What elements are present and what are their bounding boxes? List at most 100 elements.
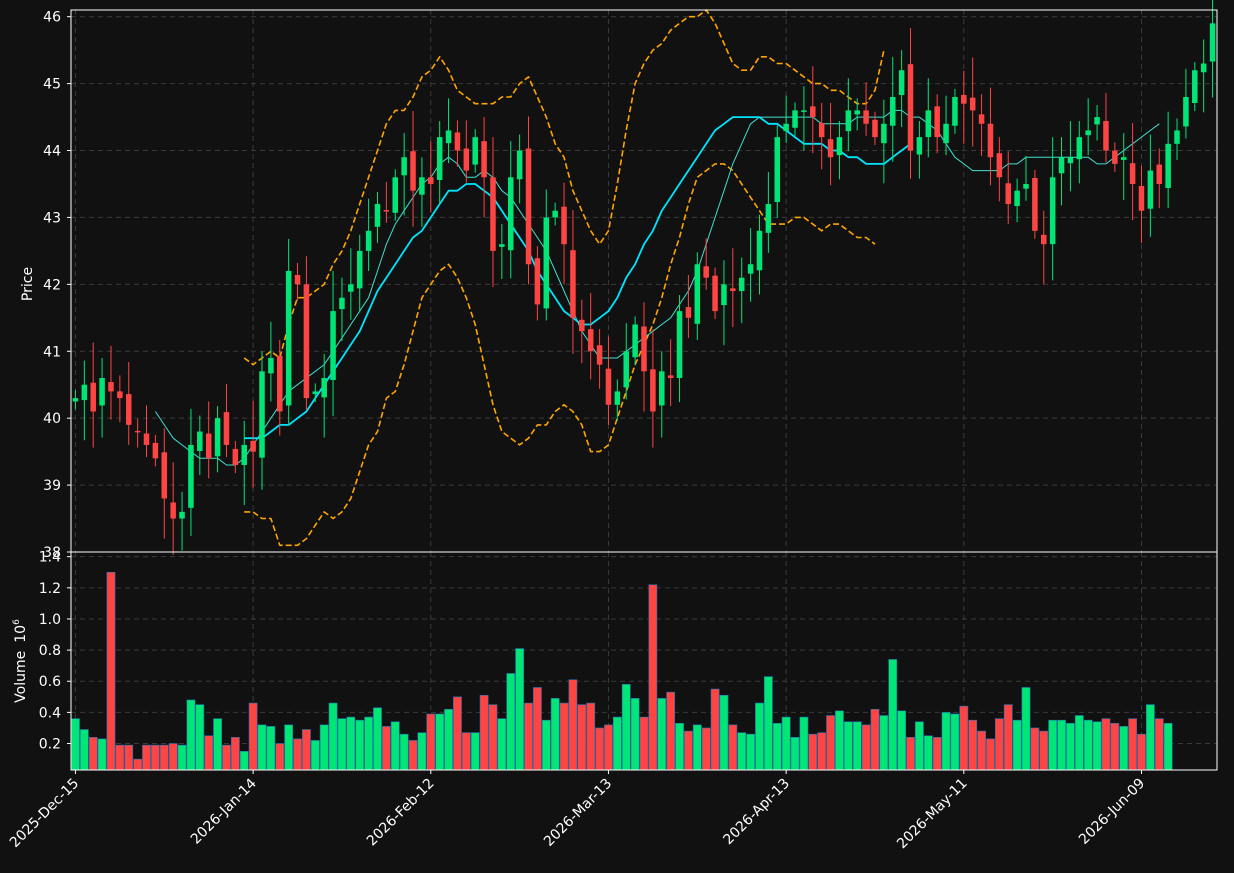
candle-body: [889, 96, 896, 126]
candle-body: [783, 123, 789, 132]
candle-body: [943, 123, 949, 144]
candle-body: [730, 288, 736, 292]
candle-body: [1014, 190, 1020, 207]
volume-bar: [604, 724, 613, 771]
candle-body: [1183, 96, 1189, 127]
volume-bars: [71, 571, 1173, 771]
candle-body: [925, 110, 932, 138]
ma-slow-line: [244, 116, 912, 440]
volume-bar: [1012, 719, 1022, 771]
volume-bar: [417, 732, 427, 771]
volume-bar: [1119, 726, 1129, 771]
candle-body: [543, 217, 550, 309]
bollinger-upper-band: [243, 9, 885, 366]
candle-body: [694, 264, 701, 324]
volume-axis-exponent: 6: [12, 619, 22, 625]
volume-bar: [230, 736, 240, 771]
candle-body: [419, 177, 425, 195]
candle-body: [1192, 70, 1198, 104]
candle-body: [401, 157, 407, 176]
bollinger-upper-line: [243, 9, 885, 366]
candle-body: [214, 418, 221, 457]
candle-body: [481, 141, 487, 178]
candle-body: [1005, 183, 1011, 205]
volume-bar: [1154, 718, 1164, 771]
volume-bar: [932, 736, 942, 771]
candle-body: [1174, 130, 1180, 144]
volume-bar: [399, 733, 409, 771]
volume-bar: [826, 715, 835, 771]
candle-body: [428, 177, 434, 184]
candle-body: [676, 311, 683, 379]
volume-bar: [684, 730, 693, 771]
volume-panel-frame: [70, 551, 1218, 771]
price-tick-label: 39: [43, 478, 61, 494]
volume-tick-label: 1.4: [39, 550, 61, 566]
volume-bar: [630, 698, 640, 771]
candle-body: [339, 297, 345, 310]
candle-body: [1049, 177, 1056, 245]
candle-body: [490, 177, 496, 251]
candle-body: [232, 448, 239, 466]
price-tick-label: 42: [43, 277, 61, 293]
candle-body: [205, 433, 212, 459]
volume-bar: [293, 738, 302, 771]
volume-bar: [861, 724, 871, 771]
volume-bar: [453, 696, 462, 771]
candle-body: [987, 123, 994, 158]
candle-body: [712, 275, 718, 312]
volume-bar: [692, 724, 702, 771]
candle-body: [845, 110, 852, 132]
volume-bar: [959, 705, 969, 771]
candle-body: [356, 250, 363, 289]
volume-bar: [710, 688, 720, 771]
volume-bar: [168, 743, 178, 771]
volume-bar: [381, 726, 391, 771]
candle-body: [81, 384, 88, 401]
volume-bar: [364, 716, 373, 771]
volume-bar: [1074, 715, 1084, 771]
candle-body: [721, 284, 727, 306]
volume-tick-label: 0.6: [39, 674, 61, 690]
volume-bar: [408, 740, 418, 771]
candle-body: [223, 412, 230, 445]
volume-bar: [559, 702, 569, 771]
candle-body: [738, 277, 745, 292]
volume-bar: [755, 702, 764, 771]
candle-body: [587, 329, 594, 352]
bollinger-lower-line: [244, 163, 876, 547]
volume-bar: [159, 744, 169, 771]
candle-body: [872, 119, 878, 138]
volume-bar: [586, 702, 596, 771]
candle-body: [1138, 185, 1145, 211]
moving-average-lines: [154, 109, 1160, 466]
candle-body: [1041, 234, 1047, 245]
volume-bar: [1057, 719, 1066, 771]
candle-body: [1023, 183, 1029, 189]
candle-body: [534, 258, 541, 305]
candle-body: [250, 440, 256, 452]
volume-bar: [1083, 719, 1093, 771]
volume-bar: [568, 679, 578, 771]
candle-body: [881, 123, 887, 144]
volume-bar: [550, 698, 560, 771]
volume-bar: [337, 718, 347, 771]
candle-body: [703, 266, 709, 278]
volume-bar: [950, 713, 960, 771]
volume-bar: [994, 718, 1004, 771]
volume-bar: [986, 738, 995, 771]
volume-bar: [941, 712, 951, 771]
volume-bar: [239, 751, 249, 771]
volume-bar: [968, 719, 978, 771]
volume-bar: [915, 721, 924, 771]
candle-body: [1209, 23, 1216, 62]
volume-bar: [1163, 722, 1173, 771]
volume-bar: [390, 721, 400, 771]
candle-body: [978, 114, 985, 124]
volume-bar: [1039, 730, 1049, 771]
candle-body: [685, 307, 692, 318]
candle-body: [525, 148, 532, 265]
volume-bar: [373, 707, 382, 771]
candle-body: [552, 210, 558, 218]
volume-bar: [213, 718, 222, 771]
